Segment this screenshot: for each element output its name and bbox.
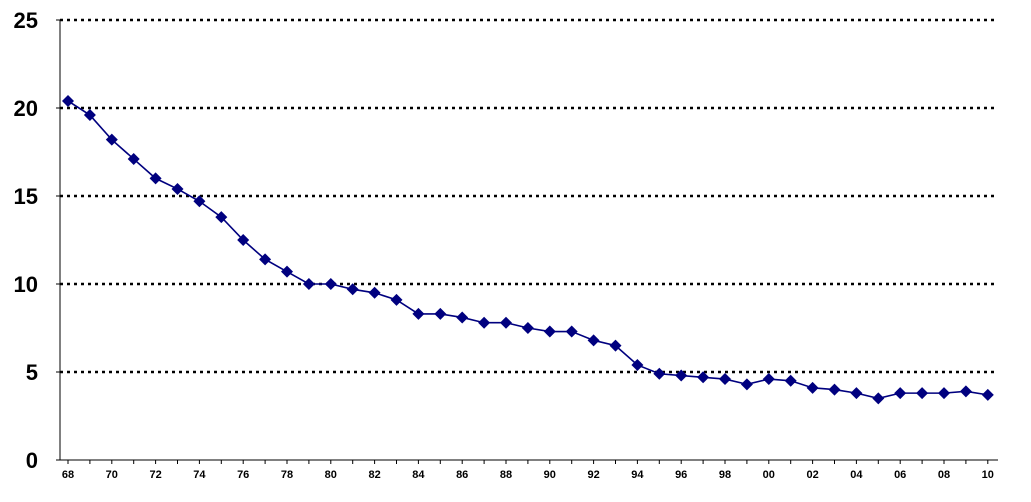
x-tick-label: 84 — [412, 469, 425, 481]
data-point — [784, 374, 797, 387]
x-tick-label: 82 — [368, 469, 380, 481]
x-tick-label: 80 — [325, 469, 337, 481]
data-point — [850, 387, 863, 400]
x-tick-label: 94 — [631, 469, 644, 481]
series — [62, 94, 994, 405]
y-tick-label: 15 — [14, 184, 38, 209]
x-axis-ticks: 68 70 72 74 76 78 80 82 84 86 88 90 92 94 96 98 00 02 04 06… — [62, 460, 994, 481]
data-point — [916, 387, 929, 400]
axes — [59, 20, 998, 461]
data-point — [872, 392, 885, 405]
x-tick-label: 08 — [938, 469, 950, 481]
data-point — [938, 387, 950, 400]
x-tick-label: 00 — [763, 469, 775, 481]
y-tick-label: 0 — [26, 448, 38, 473]
x-tick-label: 04 — [850, 469, 863, 481]
y-tick-label: 20 — [14, 96, 38, 121]
gridlines — [60, 18, 998, 374]
data-point — [828, 383, 841, 396]
data-point — [83, 109, 96, 122]
data-point — [237, 234, 250, 246]
data-point — [719, 373, 731, 386]
data-point — [281, 265, 293, 278]
data-point — [806, 381, 819, 394]
data-point — [981, 388, 994, 401]
data-point — [959, 385, 972, 398]
data-point — [346, 283, 359, 296]
data-point — [171, 182, 184, 195]
data-point — [215, 211, 228, 224]
x-tick-label: 96 — [675, 469, 687, 481]
data-point — [149, 172, 162, 185]
x-tick-label: 74 — [193, 469, 206, 481]
data-point — [62, 94, 74, 107]
data-point — [587, 334, 600, 347]
x-tick-label: 10 — [982, 469, 994, 481]
data-point — [456, 311, 469, 324]
x-tick-label: 72 — [149, 469, 161, 481]
x-tick-label: 68 — [62, 469, 74, 481]
data-point — [390, 293, 403, 306]
x-tick-label: 86 — [456, 469, 468, 481]
data-point — [521, 322, 534, 334]
data-point — [609, 339, 622, 352]
x-tick-label: 06 — [894, 469, 906, 481]
series-line — [67, 100, 988, 400]
data-point — [740, 378, 753, 391]
x-tick-label: 90 — [544, 469, 556, 481]
x-tick-label: 02 — [806, 469, 818, 481]
data-point — [478, 316, 491, 329]
data-point — [565, 325, 578, 338]
y-axis-ticks: 0 5 10 15 20 25 — [14, 8, 60, 473]
data-point — [653, 367, 666, 380]
data-point — [324, 278, 337, 290]
y-tick-label: 25 — [14, 8, 38, 33]
data-point — [697, 371, 710, 384]
data-point — [762, 373, 775, 386]
data-point — [302, 278, 315, 290]
x-tick-label: 70 — [106, 469, 118, 481]
x-tick-label: 92 — [587, 469, 599, 481]
data-point — [412, 307, 425, 320]
data-point — [368, 286, 381, 299]
y-tick-label: 5 — [26, 360, 38, 385]
data-point — [193, 195, 206, 208]
data-point — [259, 253, 272, 266]
x-tick-label: 98 — [719, 469, 731, 481]
x-tick-label: 78 — [281, 469, 293, 481]
data-point — [127, 153, 140, 166]
x-tick-label: 76 — [237, 469, 249, 481]
data-point — [675, 369, 688, 382]
data-point — [543, 325, 556, 338]
data-point — [631, 358, 644, 371]
data-point — [434, 307, 447, 320]
data-point — [105, 133, 118, 146]
data-point — [894, 387, 907, 400]
y-tick-label: 10 — [14, 272, 38, 297]
data-point — [500, 316, 512, 329]
x-tick-label: 88 — [500, 469, 512, 481]
